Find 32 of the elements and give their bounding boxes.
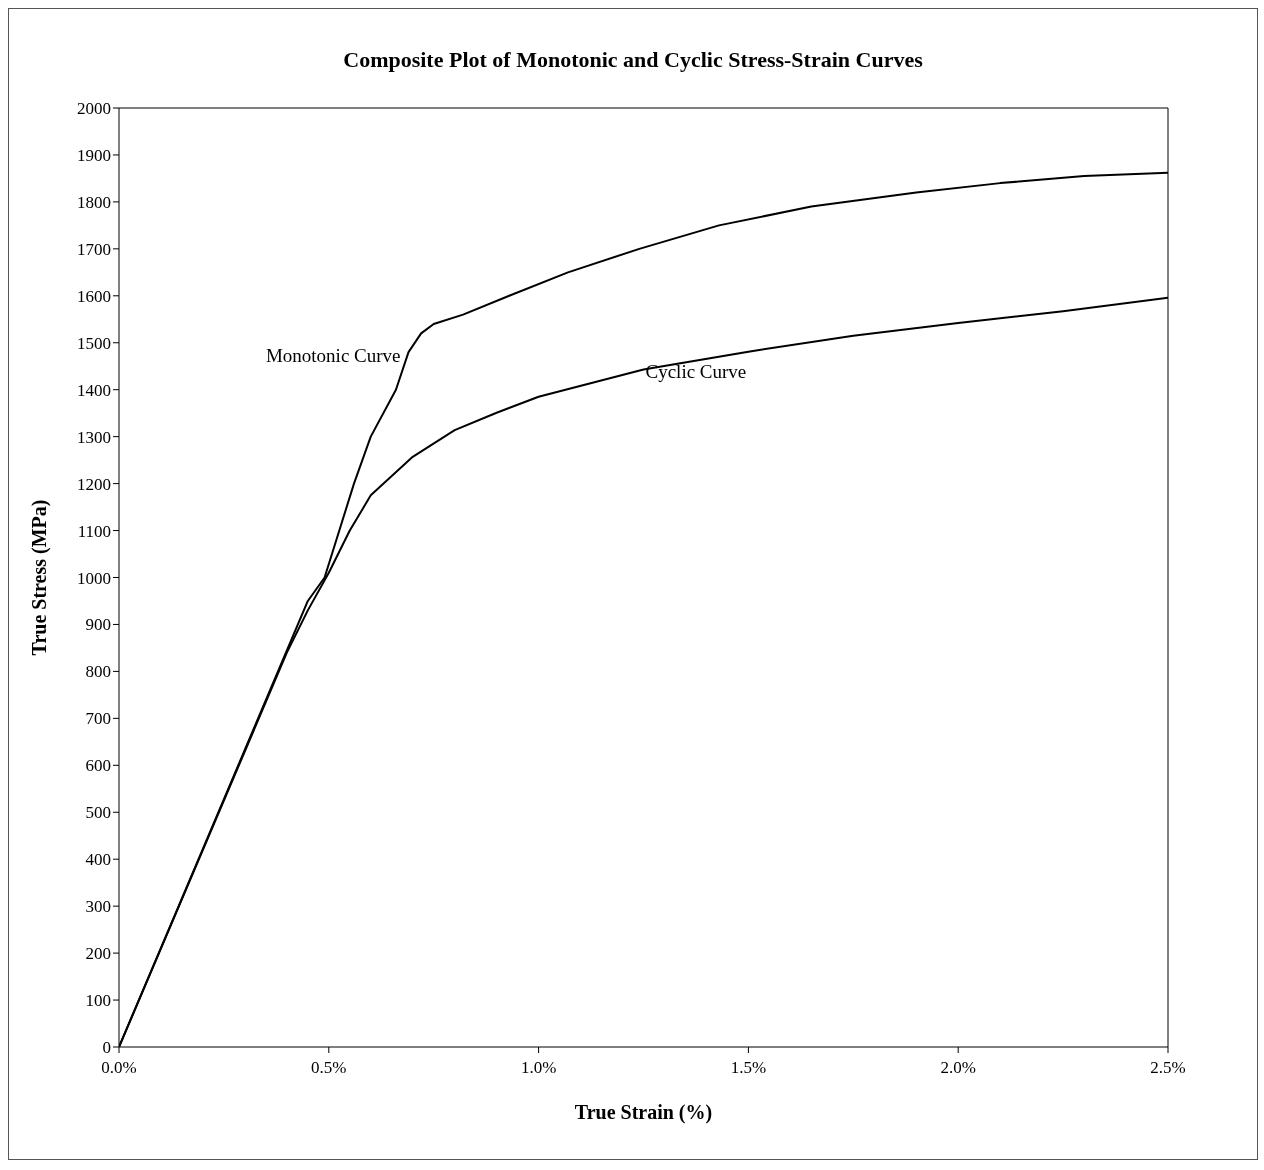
y-tick-label: 500 <box>85 803 111 823</box>
x-tick-label: 2.5% <box>1150 1058 1186 1078</box>
y-tick-label: 1400 <box>77 380 111 400</box>
y-tick-label: 100 <box>85 991 111 1011</box>
y-tick-label: 1300 <box>77 427 111 447</box>
y-tick-label: 1500 <box>77 333 111 353</box>
x-tick-label: 1.5% <box>730 1058 767 1078</box>
y-tick-label: 800 <box>85 662 111 682</box>
series-label: Cyclic Curve <box>645 360 747 382</box>
x-tick-label: 0.5% <box>311 1058 347 1078</box>
y-tick-label: 200 <box>85 944 111 964</box>
y-tick-label: 0 <box>102 1038 111 1058</box>
y-tick-label: 1000 <box>77 568 111 588</box>
y-tick-label: 300 <box>85 897 111 917</box>
y-axis-title: True Stress (MPa) <box>28 499 52 656</box>
y-tick-label: 1100 <box>77 521 111 541</box>
y-tick-label: 1800 <box>77 192 111 212</box>
x-tick-label: 1.0% <box>520 1058 557 1078</box>
y-tick-label: 1700 <box>77 239 111 259</box>
chart-title: Composite Plot of Monotonic and Cyclic Stress-Strain Curves <box>342 46 924 74</box>
y-tick-label: 2000 <box>77 99 111 119</box>
y-tick-label: 1200 <box>77 474 111 494</box>
x-axis-title: True Strain (%) <box>574 1101 713 1124</box>
y-tick-label: 400 <box>85 850 111 870</box>
y-tick-label: 700 <box>85 709 111 729</box>
series-label: Monotonic Curve <box>265 345 401 367</box>
y-tick-label: 1600 <box>77 286 111 306</box>
y-tick-label: 900 <box>85 615 111 635</box>
x-tick-label: 0.0% <box>101 1058 137 1078</box>
y-tick-label: 600 <box>85 756 111 776</box>
y-tick-label: 1900 <box>77 145 111 165</box>
x-tick-label: 2.0% <box>940 1058 976 1078</box>
